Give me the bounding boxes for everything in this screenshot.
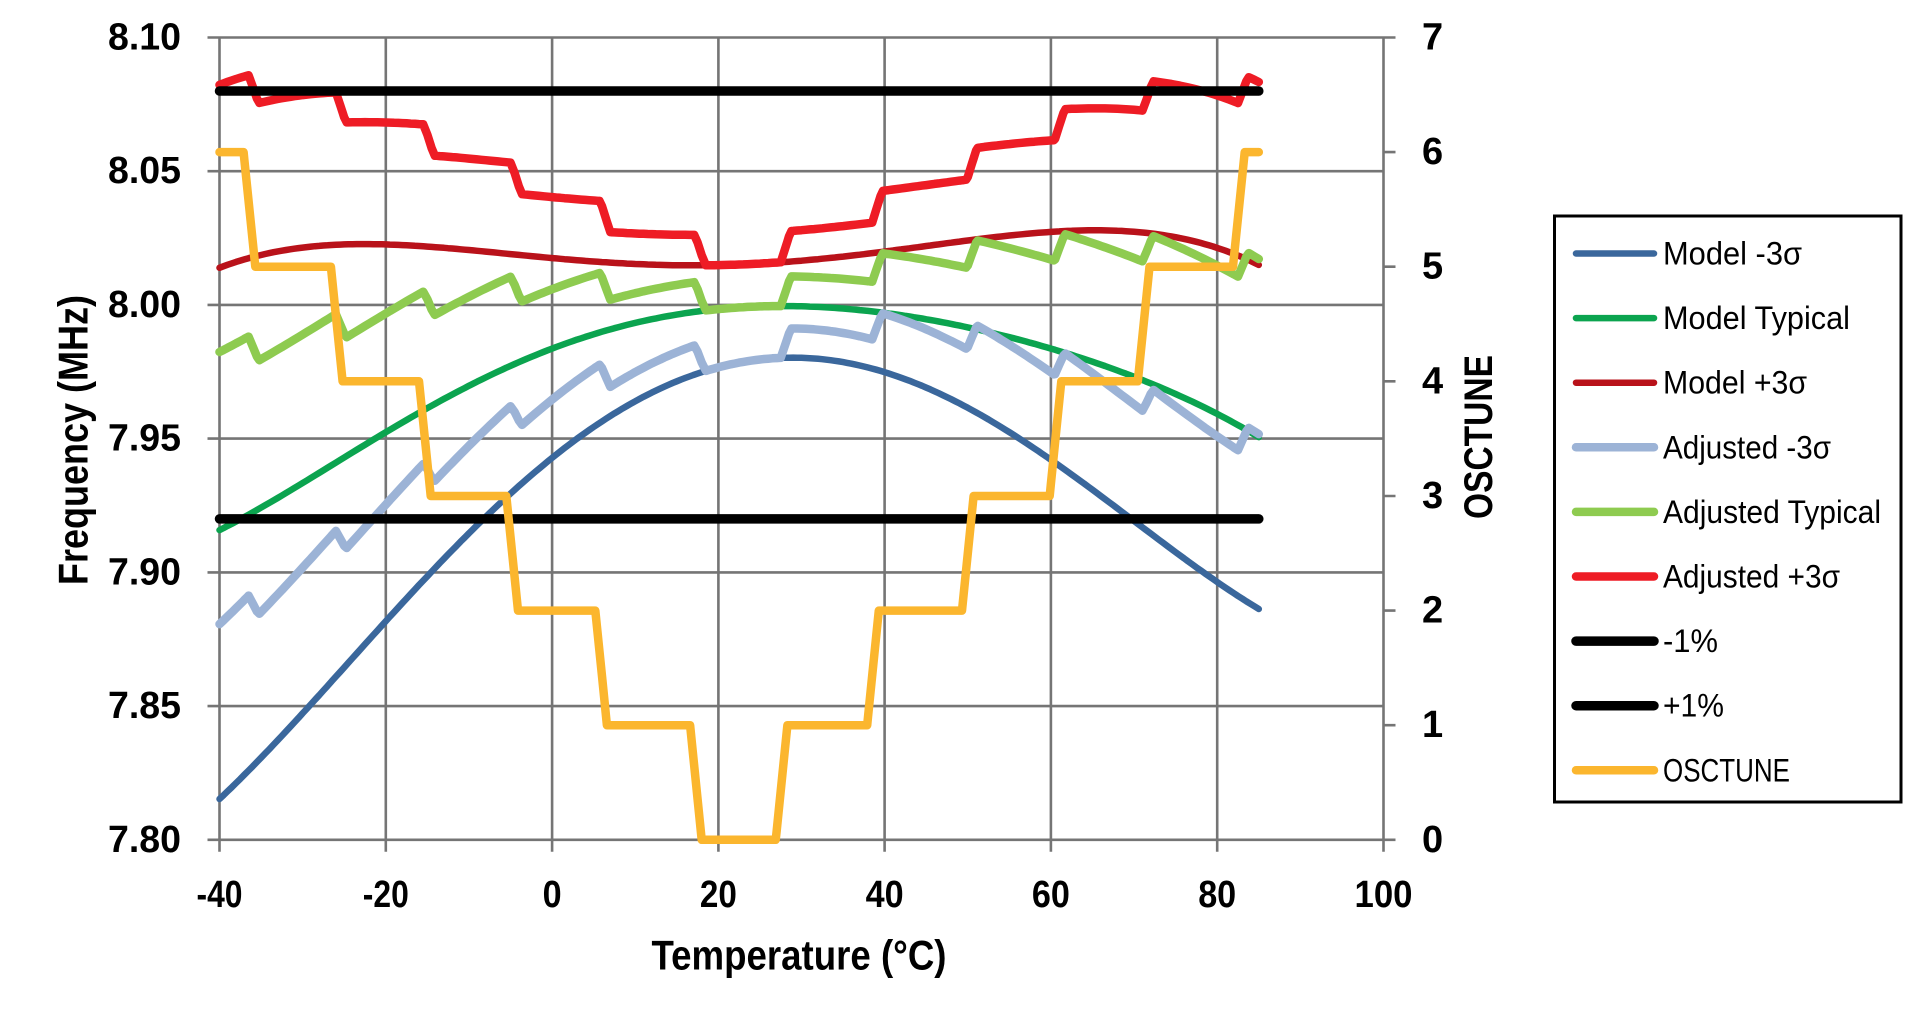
- svg-text:Adjusted Typical: Adjusted Typical: [1663, 494, 1881, 530]
- svg-text:20: 20: [700, 874, 737, 916]
- svg-text:Adjusted -3σ: Adjusted -3σ: [1663, 429, 1831, 465]
- svg-text:7.95: 7.95: [108, 418, 181, 460]
- svg-text:OSCTUNE: OSCTUNE: [1663, 752, 1790, 788]
- svg-text:-1%: -1%: [1663, 623, 1718, 659]
- svg-text:8.05: 8.05: [108, 150, 181, 192]
- svg-text:3: 3: [1422, 475, 1443, 517]
- svg-text:Model +3σ: Model +3σ: [1663, 365, 1807, 401]
- svg-text:8.00: 8.00: [108, 284, 181, 326]
- svg-text:80: 80: [1198, 874, 1236, 916]
- svg-text:2: 2: [1422, 590, 1443, 632]
- svg-text:8.10: 8.10: [108, 17, 181, 59]
- svg-text:0: 0: [1422, 819, 1443, 861]
- svg-text:40: 40: [866, 874, 904, 916]
- svg-text:7.80: 7.80: [108, 819, 181, 861]
- svg-text:5: 5: [1422, 246, 1443, 288]
- svg-text:100: 100: [1355, 874, 1413, 916]
- svg-text:4: 4: [1422, 360, 1443, 402]
- svg-text:0: 0: [543, 874, 562, 916]
- svg-text:OSCTUNE: OSCTUNE: [1457, 355, 1501, 519]
- svg-text:+1%: +1%: [1663, 688, 1724, 724]
- svg-text:Model Typical: Model Typical: [1663, 300, 1850, 336]
- svg-text:Model -3σ: Model -3σ: [1663, 236, 1802, 272]
- svg-text:-40: -40: [197, 874, 243, 916]
- svg-text:Adjusted +3σ: Adjusted +3σ: [1663, 559, 1840, 595]
- svg-text:-20: -20: [363, 874, 409, 916]
- svg-text:Frequency (MHz): Frequency (MHz): [50, 295, 97, 585]
- svg-text:7.85: 7.85: [108, 685, 181, 727]
- svg-text:60: 60: [1032, 874, 1070, 916]
- svg-text:1: 1: [1422, 704, 1443, 746]
- svg-text:6: 6: [1422, 131, 1443, 173]
- svg-text:Temperature (°C): Temperature (°C): [652, 932, 947, 979]
- svg-text:7.90: 7.90: [108, 551, 181, 593]
- svg-text:7: 7: [1422, 17, 1443, 59]
